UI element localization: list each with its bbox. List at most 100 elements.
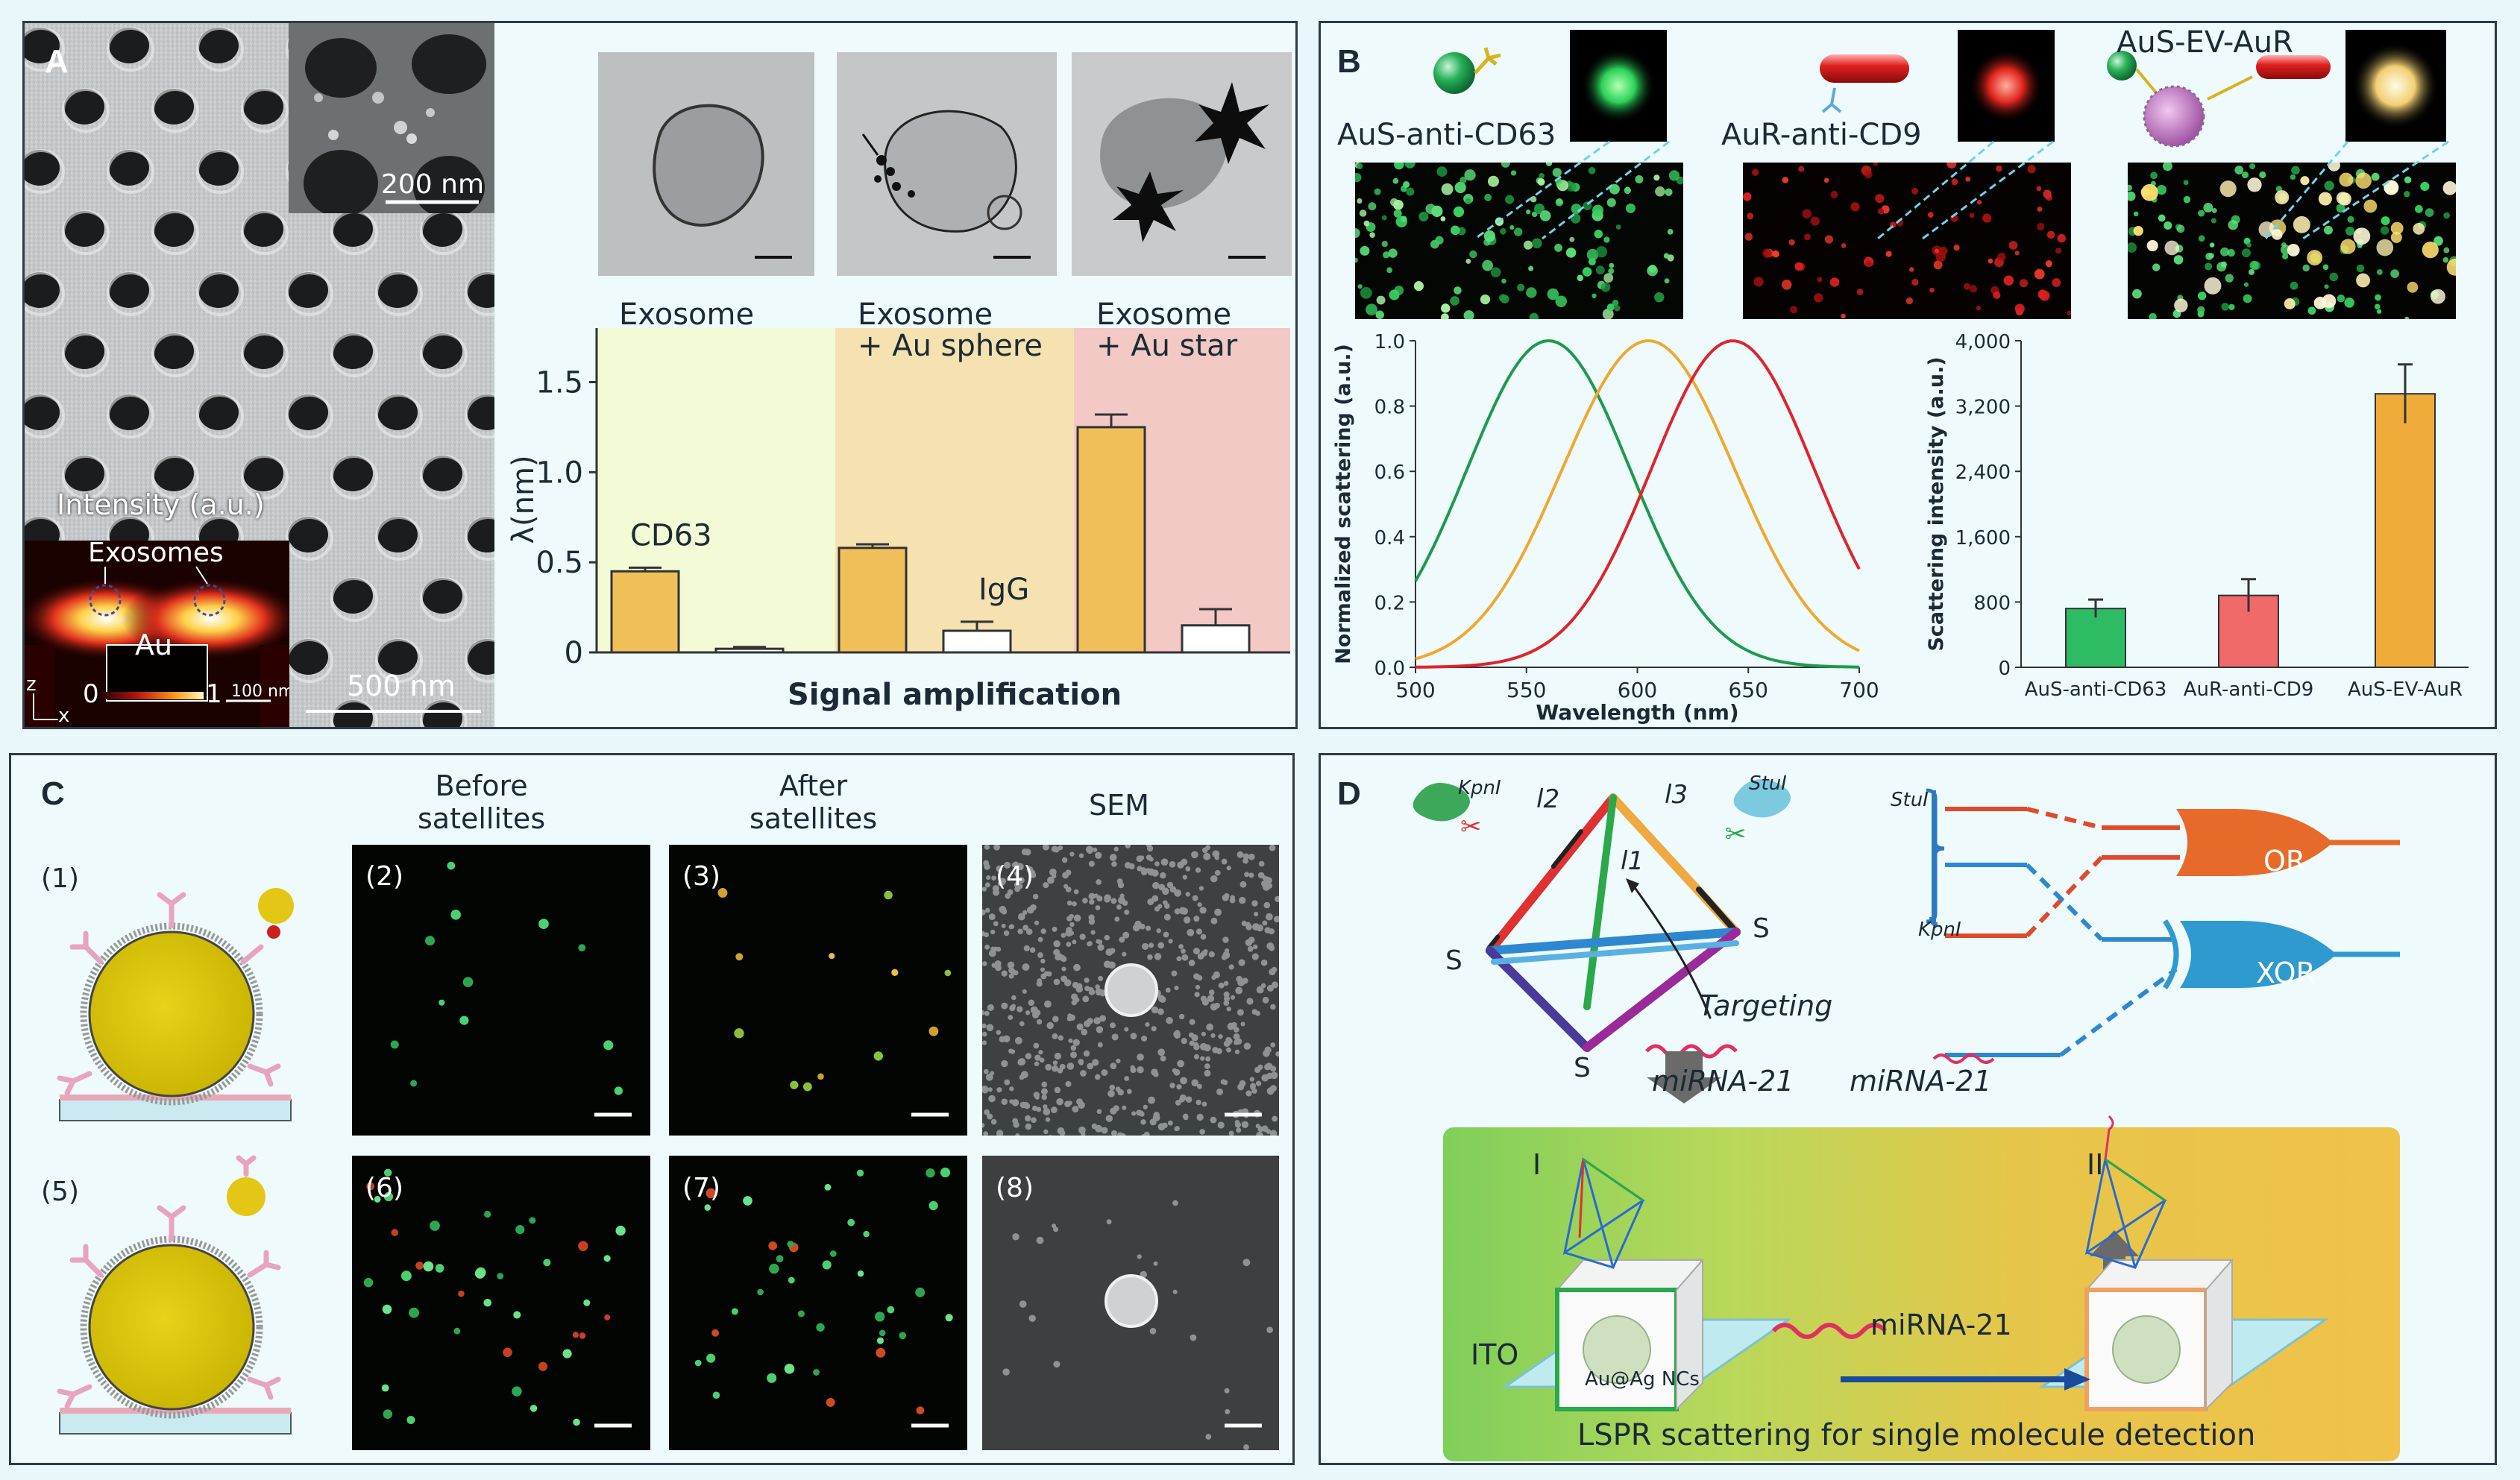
sem-particle	[1113, 846, 1119, 851]
particle	[2376, 309, 2382, 314]
particle	[2442, 181, 2456, 195]
sem-particle	[1095, 988, 1103, 996]
nanohole-rim	[25, 394, 65, 438]
enzyme-kpni-2: KpnI	[1918, 919, 1961, 941]
gate-or: OR	[2263, 845, 2306, 878]
particle	[1363, 220, 1370, 227]
sem-particle	[1095, 851, 1102, 859]
particle	[2198, 210, 2205, 217]
series-red	[1415, 339, 1861, 669]
nanohole	[467, 272, 494, 308]
sem-particle	[1163, 931, 1169, 938]
particle	[1600, 282, 1611, 292]
sem-particle	[1034, 1054, 1041, 1061]
y-tick-label: 0.6	[1374, 462, 1405, 484]
axis-x-label: x	[58, 705, 70, 727]
particle	[2014, 303, 2025, 314]
sem-particle	[1208, 989, 1215, 995]
sem-particle	[1235, 986, 1243, 995]
particle	[450, 910, 461, 920]
particle	[1911, 187, 1919, 195]
label-3: (3)	[682, 861, 720, 892]
sem-particle	[1012, 1118, 1019, 1124]
particle	[1653, 174, 1660, 181]
x-axis-label: Signal amplification	[788, 678, 1122, 712]
sem-particle	[1018, 1058, 1026, 1066]
particle	[884, 890, 893, 900]
particle	[940, 1167, 951, 1178]
sem-particle	[1153, 1261, 1158, 1266]
particle	[2132, 289, 2142, 299]
particle	[1804, 233, 1811, 241]
particle	[1951, 178, 1958, 186]
particle	[1602, 308, 1614, 319]
y-tick-label: 0.5	[535, 546, 583, 580]
sem-particle	[1084, 977, 1090, 983]
nanohole-rim	[25, 149, 65, 194]
particle	[2243, 282, 2249, 287]
particle	[1873, 163, 1879, 166]
particle	[1450, 225, 1460, 236]
nanohole-rim	[196, 149, 244, 194]
probe-icons	[1433, 47, 2331, 148]
particle	[2046, 230, 2055, 239]
inset-scale-label: 200 nm	[381, 169, 485, 200]
sem-particle	[1109, 948, 1116, 954]
sem-particle	[1052, 1015, 1059, 1023]
sem-particle	[1185, 866, 1191, 872]
sem-particle	[1040, 1088, 1048, 1095]
sem-particle	[1141, 1035, 1148, 1042]
sem-particle	[1161, 887, 1169, 895]
sem-particle	[1043, 1104, 1048, 1109]
sem-particle	[1175, 1030, 1181, 1036]
sem-particle	[1151, 1068, 1158, 1076]
particle	[2390, 269, 2400, 279]
nanohole	[243, 333, 283, 369]
sem-particle	[1043, 1129, 1049, 1135]
sem-particle	[1028, 1314, 1036, 1322]
sem-particle	[1052, 1065, 1059, 1072]
sem-particle	[1050, 1106, 1058, 1113]
particle	[847, 1218, 855, 1226]
nanohole-rim	[196, 27, 244, 72]
sem-particle	[1220, 1079, 1226, 1085]
y-tick-label: 0.2	[1374, 592, 1405, 614]
sem-particle	[1044, 1000, 1052, 1008]
sem-particle	[986, 1024, 994, 1032]
sem-particle	[982, 1031, 987, 1037]
sem-particle	[995, 964, 1002, 972]
particle	[1566, 181, 1577, 192]
sem-particle	[1174, 889, 1182, 897]
particle	[2313, 296, 2327, 309]
particle	[1976, 200, 1982, 205]
sem-particle	[1227, 1022, 1235, 1030]
nanohole	[377, 639, 418, 675]
particle	[1665, 188, 1673, 196]
particle	[1404, 163, 1415, 169]
sem-particle	[988, 949, 996, 957]
sem-particle	[1171, 970, 1178, 977]
sem-particle	[1151, 1026, 1157, 1032]
particle	[1552, 168, 1562, 177]
svg-text:✂: ✂	[1460, 812, 1482, 842]
particle	[1595, 265, 1605, 275]
sem-particle	[993, 845, 1000, 851]
sem-particle	[1087, 1062, 1094, 1070]
sem-particle	[1270, 1004, 1276, 1010]
x-tick-label: 550	[1506, 678, 1546, 702]
sem-particle	[1052, 1033, 1058, 1039]
particle	[1513, 227, 1523, 236]
particle	[1762, 248, 1772, 258]
sem-particle	[1031, 1117, 1037, 1124]
sem-particle	[1160, 858, 1169, 866]
sem-particle	[1199, 907, 1207, 914]
sem-particle	[1040, 958, 1046, 964]
sem-particle	[1221, 954, 1228, 960]
sem-particle	[1193, 948, 1200, 955]
sem-particle	[1040, 928, 1046, 934]
vertex-s-right: S	[1753, 913, 1770, 944]
particle	[2052, 278, 2061, 287]
particle	[1667, 228, 1674, 235]
sem-particle	[1113, 1105, 1119, 1112]
particle	[2164, 240, 2180, 256]
